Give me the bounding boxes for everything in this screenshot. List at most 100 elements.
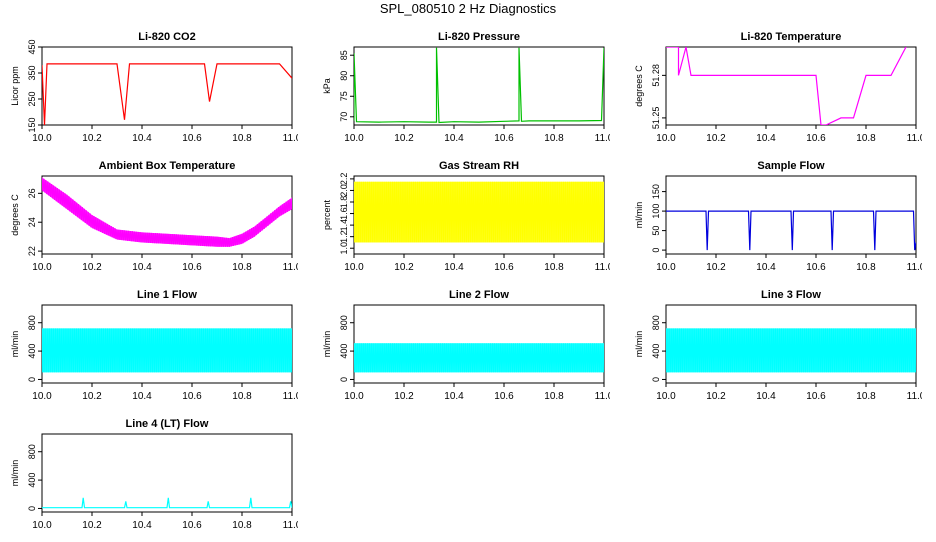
x-tick-label: 10.2	[706, 391, 726, 402]
y-tick-label: 1.8	[339, 196, 349, 209]
x-tick-label: 11.0	[595, 391, 610, 402]
x-tick-label: 10.4	[444, 262, 464, 273]
series-line	[354, 47, 604, 124]
x-tick-label: 10.0	[344, 133, 364, 144]
chart-panel: Li-820 Temperature 10.0 10.2 10.4 10.6 10.8 11…	[634, 31, 922, 144]
x-tick-label: 10.6	[182, 391, 202, 402]
y-tick-label: 400	[339, 344, 349, 359]
y-tick-label: 70	[339, 112, 349, 122]
y-tick-label: 51.25	[651, 107, 661, 130]
y-tick-label: 0	[27, 506, 37, 511]
y-tick-label: 800	[339, 315, 349, 330]
x-tick-label: 10.2	[706, 262, 726, 273]
y-tick-label: 1.2	[339, 230, 349, 243]
y-axis-label: degrees C	[10, 194, 20, 236]
x-tick-label: 10.4	[132, 133, 152, 144]
plot-frame	[41, 175, 293, 255]
x-tick-label: 11.0	[283, 520, 298, 531]
y-tick-label: 150	[27, 117, 37, 132]
x-tick-label: 10.6	[182, 262, 202, 273]
x-tick-label: 10.2	[82, 391, 102, 402]
chart-title: Li-820 CO2	[138, 31, 195, 43]
x-tick-label: 10.0	[32, 133, 52, 144]
y-axis-label: ml/min	[10, 331, 20, 358]
y-tick-label: 400	[27, 344, 37, 359]
series-line	[42, 63, 292, 125]
y-tick-label: 2.0	[339, 184, 349, 197]
chart-panel: Li-820 CO2 10.0 10.2 10.4 10.6 10.8 11.0 150 250…	[10, 31, 298, 144]
chart-panel: Li-820 Pressure 10.0 10.2 10.4 10.6 10.8 11.0 7…	[322, 31, 610, 144]
y-tick-label: 26	[27, 188, 37, 198]
y-tick-label: 800	[27, 444, 37, 459]
y-tick-label: 250	[27, 91, 37, 106]
chart-title: Line 2 Flow	[449, 289, 509, 301]
plot-series	[354, 181, 604, 243]
plot-frame	[665, 46, 917, 126]
x-tick-label: 10.4	[756, 133, 776, 144]
plot-series	[42, 497, 292, 509]
x-tick-label: 10.2	[394, 262, 414, 273]
x-tick-label: 10.8	[232, 520, 252, 531]
x-tick-label: 10.6	[494, 133, 514, 144]
x-tick-label: 10.2	[394, 133, 414, 144]
x-tick-label: 11.0	[907, 391, 922, 402]
x-tick-label: 10.2	[706, 133, 726, 144]
x-tick-label: 10.2	[82, 520, 102, 531]
plot-series	[42, 177, 292, 247]
plot-frame	[41, 46, 293, 126]
x-tick-label: 10.0	[344, 262, 364, 273]
x-tick-label: 10.8	[856, 133, 876, 144]
chart-title: Ambient Box Temperature	[99, 160, 236, 172]
x-tick-label: 10.6	[806, 133, 826, 144]
plot-series	[354, 343, 604, 373]
series-fill	[354, 181, 604, 243]
chart-panel: Sample Flow 10.0 10.2 10.4 10.6 10.8 11.0 0 50 10…	[634, 160, 922, 273]
y-tick-label: 75	[339, 91, 349, 101]
y-tick-label: 1.0	[339, 242, 349, 255]
x-tick-label: 10.0	[32, 520, 52, 531]
x-tick-label: 10.6	[494, 391, 514, 402]
x-tick-label: 10.4	[132, 391, 152, 402]
x-tick-label: 10.8	[544, 133, 564, 144]
x-tick-label: 10.0	[344, 391, 364, 402]
chart-title: Sample Flow	[757, 160, 825, 172]
x-tick-label: 10.2	[82, 262, 102, 273]
y-tick-label: 400	[27, 473, 37, 488]
series-fill	[42, 328, 292, 373]
y-axis-label: Licor ppm	[10, 66, 20, 106]
x-tick-label: 10.8	[544, 391, 564, 402]
x-tick-label: 10.0	[32, 262, 52, 273]
y-axis-label: kPa	[322, 78, 332, 94]
x-tick-label: 10.6	[182, 520, 202, 531]
y-tick-label: 1.4	[339, 219, 349, 232]
x-tick-label: 11.0	[595, 262, 610, 273]
x-tick-label: 10.4	[132, 520, 152, 531]
y-tick-label: 1.6	[339, 207, 349, 220]
x-tick-label: 10.4	[132, 262, 152, 273]
plot-series	[354, 47, 604, 124]
x-tick-label: 10.8	[856, 391, 876, 402]
figure-title: SPL_080510 2 Hz Diagnostics	[379, 1, 557, 16]
x-tick-label: 10.4	[756, 262, 776, 273]
series-line	[666, 210, 916, 251]
chart-title: Gas Stream RH	[439, 160, 519, 172]
x-tick-label: 11.0	[907, 262, 922, 273]
chart-title: Line 1 Flow	[137, 289, 197, 301]
x-tick-label: 10.0	[656, 133, 676, 144]
x-tick-label: 10.4	[444, 391, 464, 402]
chart-title: Line 4 (LT) Flow	[126, 418, 209, 430]
series-line	[666, 47, 907, 125]
series-fill	[354, 343, 604, 373]
x-tick-label: 10.8	[232, 262, 252, 273]
plot-series	[42, 328, 292, 373]
series-fill	[666, 328, 916, 373]
x-tick-label: 10.6	[494, 262, 514, 273]
y-tick-label: 0	[27, 377, 37, 382]
y-axis-label: ml/min	[322, 331, 332, 358]
x-tick-label: 11.0	[907, 133, 922, 144]
x-tick-label: 10.2	[394, 391, 414, 402]
y-axis-label: ml/min	[634, 331, 644, 358]
y-tick-label: 2.2	[339, 173, 349, 186]
chart-panel: Line 2 Flow 10.0 10.2 10.4 10.6 10.8 11.0 0 400 8…	[322, 289, 610, 402]
